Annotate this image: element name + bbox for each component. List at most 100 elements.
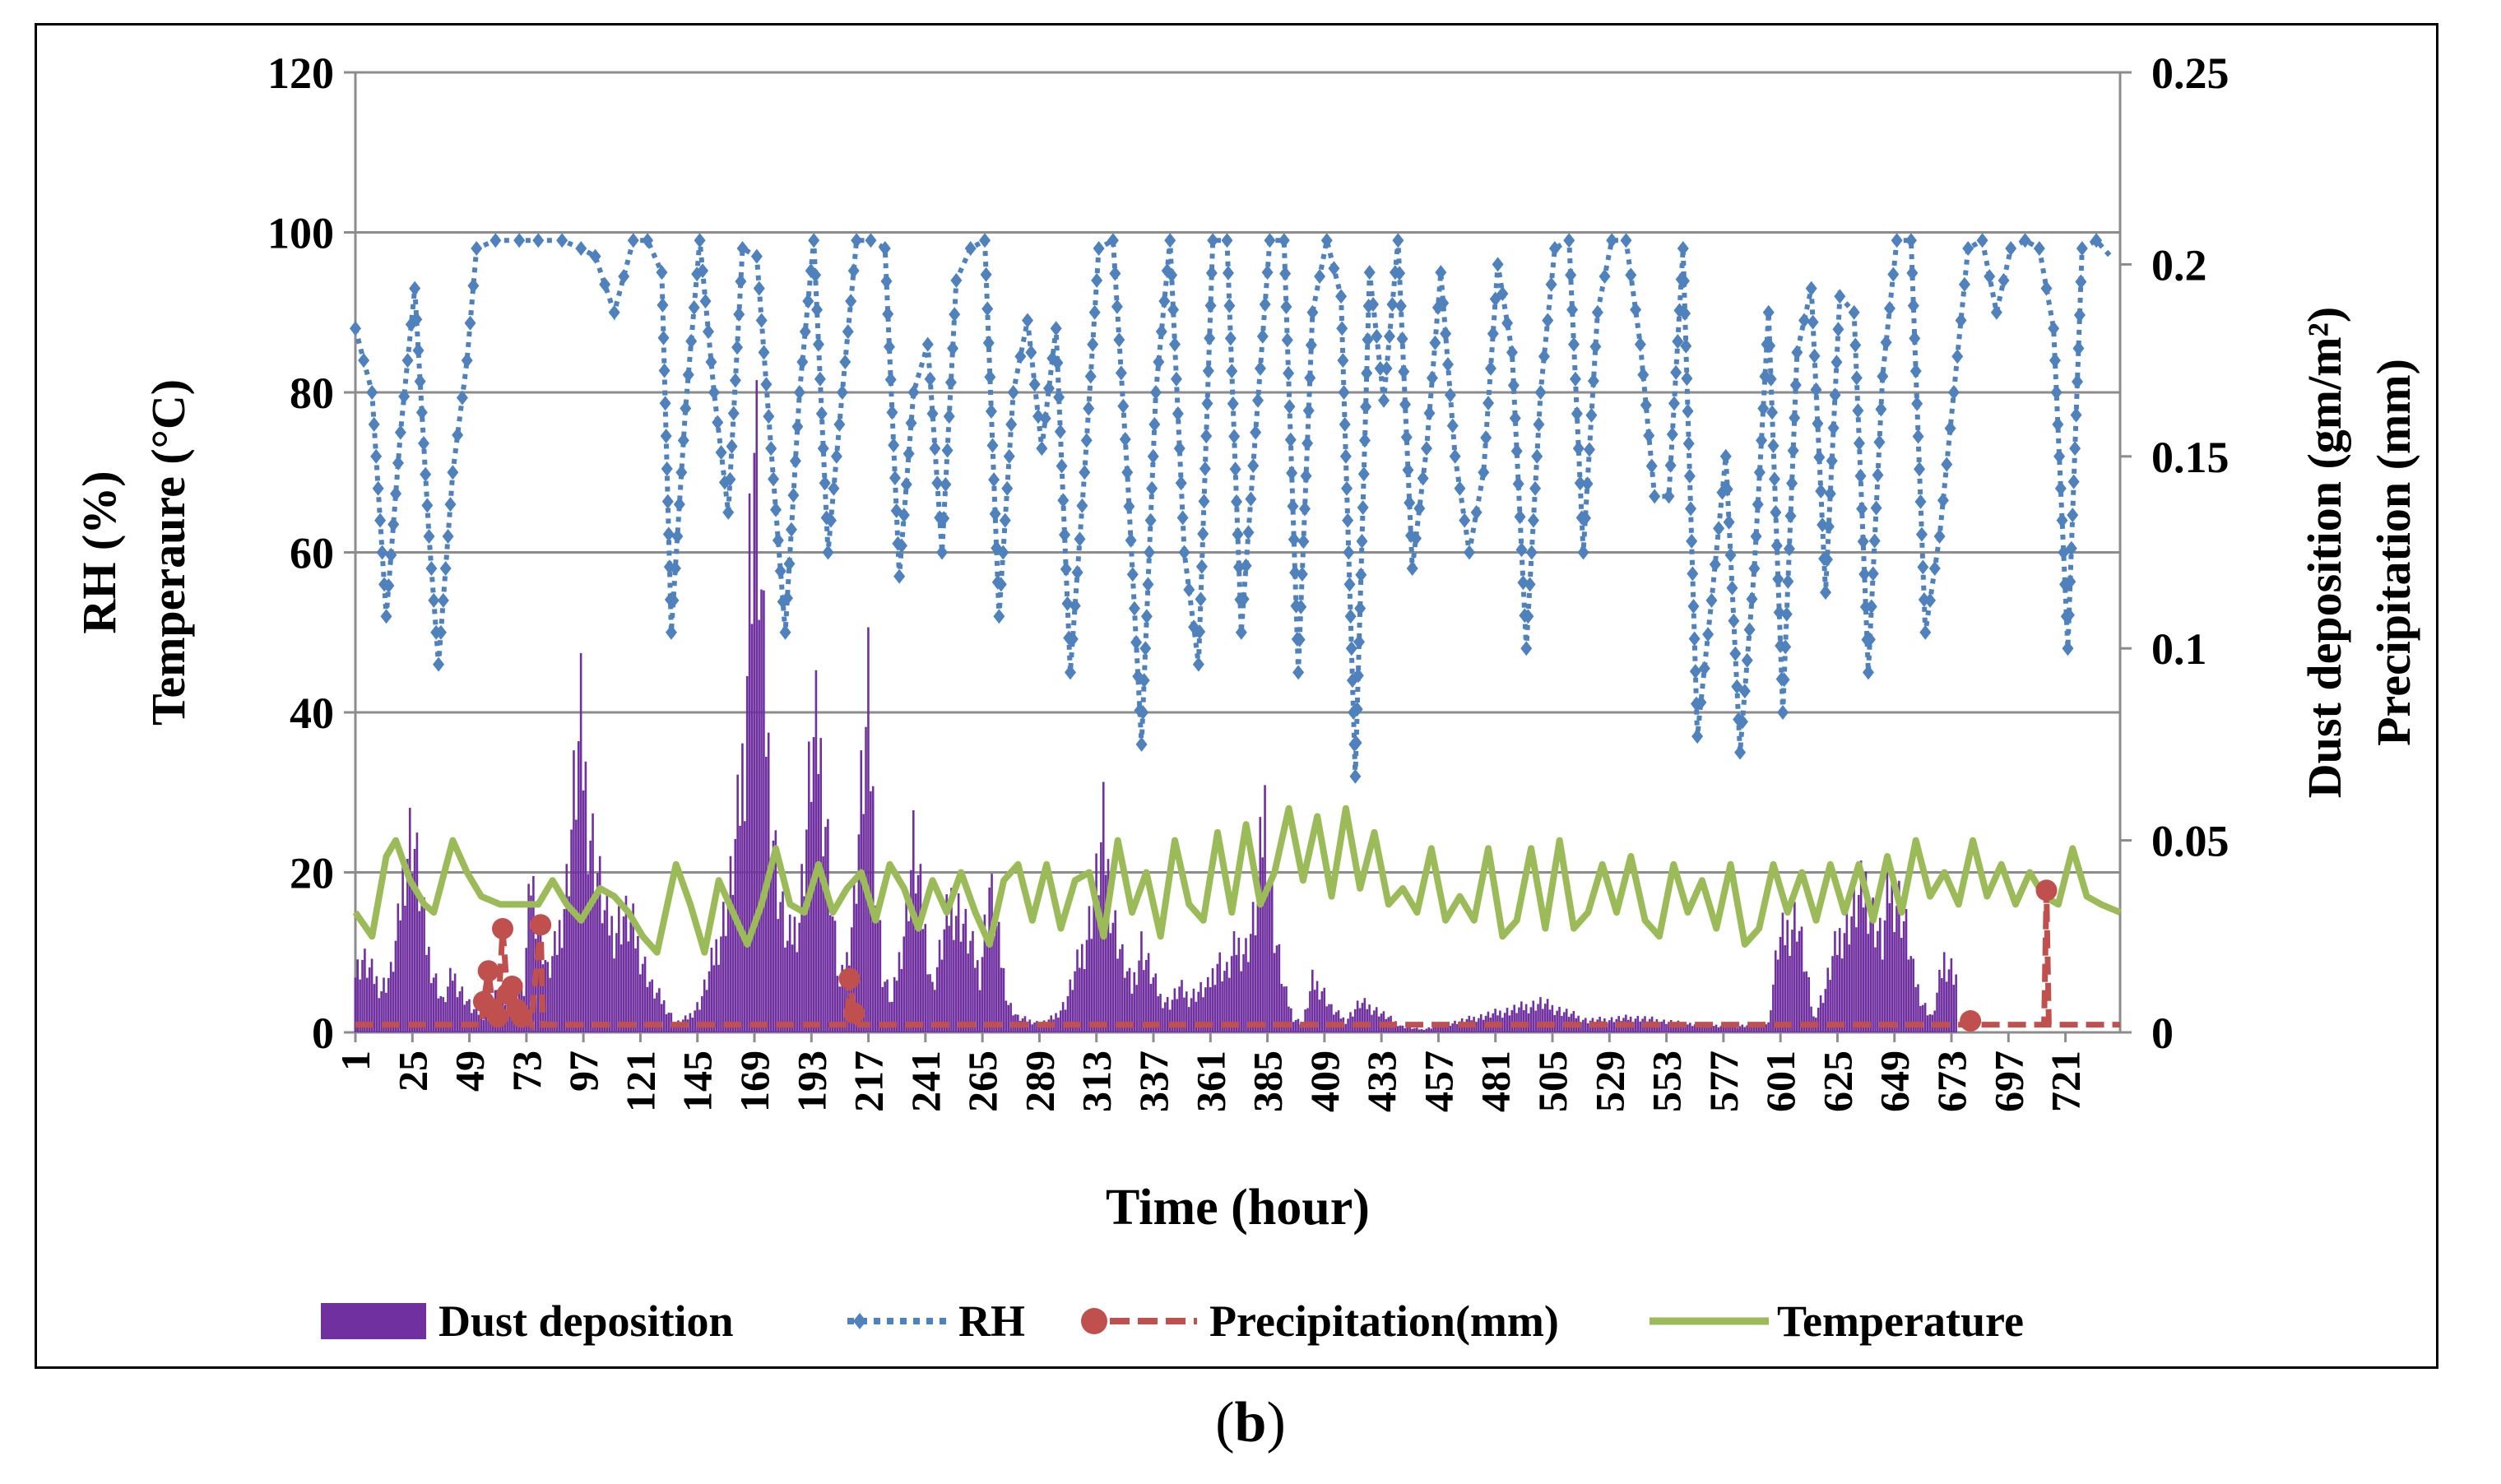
rh-point xyxy=(1984,268,1996,284)
rh-point xyxy=(1568,336,1580,352)
rh-point xyxy=(1168,336,1181,352)
rh-point xyxy=(1144,545,1156,560)
x-tick-label: 337 xyxy=(1130,1050,1176,1112)
rh-point xyxy=(1201,396,1213,411)
rh-point xyxy=(1423,406,1436,421)
rh-point xyxy=(1784,508,1797,524)
rh-point xyxy=(1166,267,1178,283)
dust-bar xyxy=(1432,1027,1435,1032)
rh-point xyxy=(1907,298,1919,313)
dust-bar xyxy=(1933,1010,1936,1032)
dust-bar xyxy=(1125,971,1129,1032)
precipitation-point xyxy=(511,1006,533,1028)
rh-point xyxy=(659,396,671,411)
rh-point xyxy=(1117,398,1130,414)
dust-bar xyxy=(1199,981,1202,1032)
dust-bar xyxy=(1408,1027,1411,1032)
dust-bar xyxy=(1696,1023,1699,1032)
dust-bar xyxy=(1444,1025,1447,1032)
rh-point xyxy=(1912,429,1924,444)
legend-marker-precipitation xyxy=(1081,1308,1107,1334)
rh-point xyxy=(708,385,720,400)
dust-bar xyxy=(1805,971,1808,1032)
dust-bar xyxy=(1693,1024,1696,1032)
dust-bar xyxy=(1770,1010,1772,1032)
dust-bar xyxy=(1774,950,1777,1032)
rh-point xyxy=(1683,468,1696,484)
rh-point xyxy=(2065,540,2077,556)
rh-point xyxy=(938,511,950,526)
dust-bar xyxy=(1302,1023,1305,1032)
rh-point xyxy=(1827,420,1840,436)
dust-bar xyxy=(1838,928,1841,1032)
rh-point xyxy=(1057,493,1070,508)
rh-point xyxy=(1454,480,1466,496)
dust-bar xyxy=(1297,1018,1300,1032)
rh-point xyxy=(1358,433,1371,448)
x-tick-label: 553 xyxy=(1644,1050,1690,1112)
rh-point xyxy=(982,335,995,350)
rh-point xyxy=(1520,641,1533,656)
dust-bar xyxy=(624,895,628,1032)
dust-bar xyxy=(712,965,716,1032)
dust-deposition-bars xyxy=(354,380,1957,1032)
rh-point xyxy=(532,233,545,248)
dust-bar xyxy=(1665,1023,1668,1032)
dust-bar xyxy=(615,933,618,1032)
rh-point xyxy=(1080,433,1093,448)
rh-point xyxy=(2053,448,2066,464)
dust-bar xyxy=(1738,1026,1742,1032)
dust-bar xyxy=(846,952,848,1032)
rh-point xyxy=(350,321,361,336)
dust-bar xyxy=(1138,960,1140,1032)
rh-point xyxy=(2062,641,2074,656)
rh-point xyxy=(1069,598,1081,614)
rh-point xyxy=(677,433,689,448)
y-left-tick-label: 40 xyxy=(290,689,334,738)
dust-bar xyxy=(584,761,587,1032)
x-tick-label: 577 xyxy=(1701,1050,1747,1112)
dust-bar xyxy=(717,964,720,1032)
rh-point xyxy=(727,406,740,421)
dust-bar xyxy=(1900,938,1903,1032)
rh-point xyxy=(799,324,811,340)
rh-point xyxy=(900,476,912,492)
dust-bar xyxy=(1795,941,1798,1032)
rh-point xyxy=(1772,571,1784,587)
dust-bar xyxy=(413,848,416,1032)
dust-bar xyxy=(1605,1023,1608,1032)
dust-bar xyxy=(1878,917,1882,1032)
dust-bar xyxy=(919,864,922,1032)
rh-point xyxy=(787,488,800,503)
dust-bar xyxy=(1608,1020,1611,1032)
rh-point xyxy=(703,324,714,340)
dust-bar xyxy=(1066,995,1070,1032)
dust-bar xyxy=(929,974,931,1032)
dust-bar xyxy=(1658,1023,1661,1032)
dust-bar xyxy=(544,959,547,1032)
rh-point xyxy=(1079,465,1091,480)
x-tick-label: 73 xyxy=(503,1050,550,1092)
rh-point xyxy=(1756,433,1768,448)
dust-bar xyxy=(1173,988,1176,1032)
dust-bar xyxy=(1705,1026,1708,1032)
rh-point xyxy=(839,355,851,370)
rh-point xyxy=(993,609,1005,624)
dust-bar xyxy=(879,920,882,1032)
rh-point xyxy=(1421,441,1433,457)
dust-bar xyxy=(1821,1003,1825,1032)
rh-point xyxy=(398,388,411,404)
rh-point xyxy=(1394,266,1406,281)
rh-point xyxy=(722,504,735,520)
dust-bar xyxy=(453,973,457,1032)
dust-bar xyxy=(1259,817,1262,1032)
rh-point xyxy=(1719,448,1732,464)
rh-point xyxy=(1682,436,1695,452)
rh-point xyxy=(819,475,831,491)
dust-bar xyxy=(1510,1010,1514,1032)
dust-bar xyxy=(1427,1027,1431,1032)
dust-bar xyxy=(1430,1028,1432,1032)
dust-bar xyxy=(387,977,390,1032)
rh-point xyxy=(1919,624,1932,640)
dust-bar xyxy=(1867,934,1870,1032)
